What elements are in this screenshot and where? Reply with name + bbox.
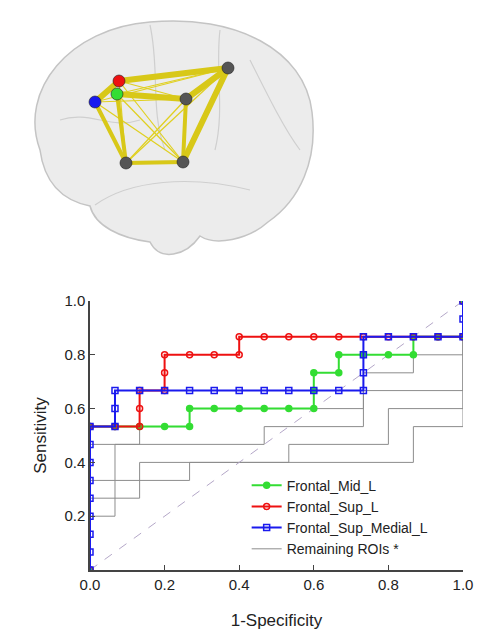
svg-text:Frontal_Sup_Medial_L: Frontal_Sup_Medial_L: [287, 520, 428, 536]
svg-text:Sensitivity: Sensitivity: [31, 397, 50, 474]
svg-text:0.2: 0.2: [64, 507, 85, 524]
svg-text:0.8: 0.8: [64, 346, 85, 363]
svg-text:1.0: 1.0: [453, 576, 474, 593]
svg-text:0.2: 0.2: [154, 576, 175, 593]
svg-text:0.6: 0.6: [64, 400, 85, 417]
svg-text:0.4: 0.4: [229, 576, 250, 593]
svg-text:0.6: 0.6: [303, 576, 324, 593]
svg-text:Frontal_Sup_L: Frontal_Sup_L: [287, 499, 379, 515]
svg-text:Remaining ROIs *: Remaining ROIs *: [287, 541, 400, 557]
svg-text:0.0: 0.0: [80, 576, 101, 593]
svg-text:1-Specificity: 1-Specificity: [231, 611, 323, 630]
svg-text:1.0: 1.0: [64, 292, 85, 309]
svg-text:0.4: 0.4: [64, 454, 85, 471]
svg-text:0.8: 0.8: [378, 576, 399, 593]
svg-text:Frontal_Mid_L: Frontal_Mid_L: [287, 478, 377, 494]
